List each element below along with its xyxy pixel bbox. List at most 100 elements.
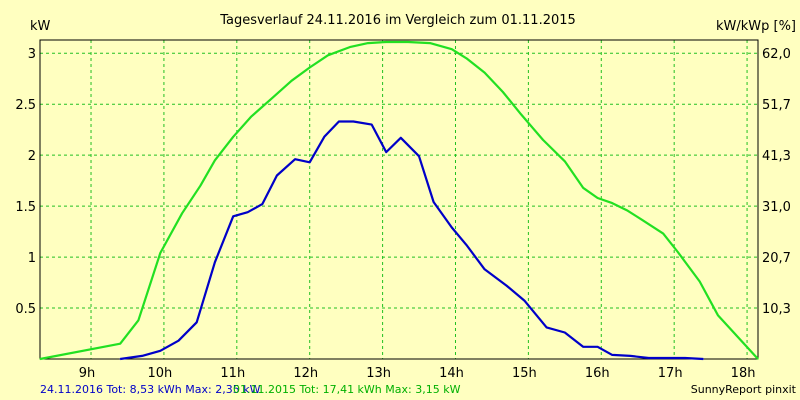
y-left-axis-label: kW: [30, 19, 51, 34]
series-1-point-29: [611, 354, 613, 356]
series-1-point-17: [400, 137, 402, 139]
y-right-tick-label-4: 51,7: [762, 98, 791, 113]
series-2-point-26: [597, 197, 599, 199]
series-1-point-15: [371, 123, 373, 126]
series-2-point-13: [349, 46, 351, 48]
series-1-point-32: [666, 357, 668, 359]
series-2-point-5: [199, 185, 201, 187]
series-1-point-10: [294, 158, 296, 160]
series-1-point-1: [141, 355, 143, 357]
series-1-point-12: [323, 136, 325, 138]
series-2-point-34: [757, 358, 759, 360]
series-2-point-31: [677, 251, 679, 253]
chart-title: Tagesverlauf 24.11.2016 im Vergleich zum…: [219, 13, 576, 28]
series-1-point-19: [433, 201, 435, 203]
y-left-tick-label-4: 2.5: [15, 98, 36, 113]
series-2-point-1: [119, 343, 121, 345]
series-1-point-5: [214, 261, 216, 263]
series-2-point-23: [542, 139, 544, 141]
series-1-point-7: [247, 211, 249, 213]
series-lines: [39, 40, 759, 361]
x-tick-label-9: 18h: [731, 366, 756, 381]
y-right-axis-label: kW/kWp [%]: [716, 19, 796, 34]
y-right-tick-label-0: 10,3: [762, 302, 791, 317]
series-line-1: [120, 120, 704, 361]
series-1-point-13: [338, 120, 340, 123]
series-1-point-27: [582, 346, 584, 348]
series-2-point-4: [181, 212, 183, 214]
series-1-point-26: [564, 331, 566, 334]
legend-series-1: 24.11.2016 Tot: 8,53 kWh Max: 2,35 kW: [40, 383, 261, 396]
legend-series-2: 01.11.2015 Tot: 17,41 kWh Max: 3,15 kW: [233, 383, 461, 396]
series-2-point-9: [272, 96, 274, 98]
y-left-tick-label-1: 1: [28, 251, 36, 266]
series-2-point-16: [407, 41, 409, 43]
series-2-point-14: [367, 42, 369, 44]
series-2-point-17: [429, 42, 431, 44]
y-right-tick-label-5: 62,0: [762, 47, 791, 62]
series-1-point-2: [159, 350, 161, 352]
series-1-point-33: [684, 357, 686, 359]
series-1-point-11: [309, 161, 311, 163]
series-2-point-32: [699, 280, 701, 283]
series-2-point-7: [232, 136, 234, 138]
series-1-point-31: [648, 357, 650, 359]
series-2-point-12: [327, 54, 329, 56]
series-2-point-21: [502, 91, 504, 93]
series-2-point-10: [290, 80, 293, 82]
plot-frame: [39, 39, 759, 360]
x-tick-label-3: 12h: [293, 366, 318, 381]
series-line-2: [39, 40, 759, 361]
series-1-point-20: [451, 226, 453, 229]
series-2-point-30: [662, 233, 664, 235]
series-1-point-30: [629, 355, 632, 357]
x-tick-label-1: 10h: [148, 366, 173, 381]
series-1-point-23: [505, 285, 508, 287]
series-1-point-22: [484, 268, 486, 270]
series-2-point-29: [640, 218, 642, 220]
y-left-tick-label-5: 3: [28, 47, 36, 62]
y-right-tick-label-3: 41,3: [762, 149, 791, 164]
credit-text: SunnyReport pinxit: [691, 383, 797, 396]
y-right-tick-label-1: 20,7: [762, 251, 791, 266]
series-1-point-24: [524, 300, 526, 302]
series-2-point-28: [626, 209, 628, 211]
series-1-point-4: [196, 321, 198, 323]
series-2-point-25: [582, 187, 584, 189]
x-tick-label-6: 15h: [512, 366, 537, 381]
x-tick-label-2: 11h: [220, 366, 245, 381]
series-1-point-8: [261, 203, 263, 205]
axis-ticks: 9h 10h 11h 12h 13h 14h 15h 16h 17h 18h 0.5 1 1.5 2 2.5…: [15, 47, 791, 381]
series-1-point-16: [385, 151, 387, 153]
series-1-point-3: [177, 340, 180, 342]
series-2-point-3: [159, 252, 161, 254]
series-1-point-18: [418, 155, 420, 157]
y-right-tick-label-2: 31,0: [762, 200, 791, 215]
y-left-tick-label-3: 2: [28, 149, 36, 164]
series-2-point-22: [520, 113, 522, 115]
series-2-point-27: [611, 202, 613, 204]
grid-lines: [40, 40, 758, 359]
series-2-point-2: [137, 319, 140, 321]
series-2-point-11: [309, 66, 311, 69]
series-1-point-34: [702, 358, 704, 360]
series-1-point-25: [546, 326, 548, 329]
series-2-point-33: [717, 314, 719, 316]
series-1-point-9: [276, 174, 278, 177]
series-2-point-6: [214, 159, 216, 161]
series-1-point-0: [119, 358, 121, 360]
x-tick-label-8: 17h: [658, 366, 683, 381]
y-left-tick-label-0: 0.5: [15, 302, 36, 317]
series-2-point-0: [39, 358, 41, 360]
series-1-point-28: [597, 346, 599, 348]
series-2-point-18: [451, 48, 453, 50]
x-tick-label-5: 14h: [439, 366, 464, 381]
series-2-point-15: [385, 41, 387, 43]
x-tick-label-4: 13h: [366, 366, 391, 381]
x-tick-label-7: 16h: [585, 366, 610, 381]
y-left-tick-label-2: 1.5: [15, 200, 36, 215]
series-1-point-21: [465, 244, 468, 246]
series-1-point-14: [352, 120, 355, 123]
x-tick-label-0: 9h: [79, 366, 96, 381]
